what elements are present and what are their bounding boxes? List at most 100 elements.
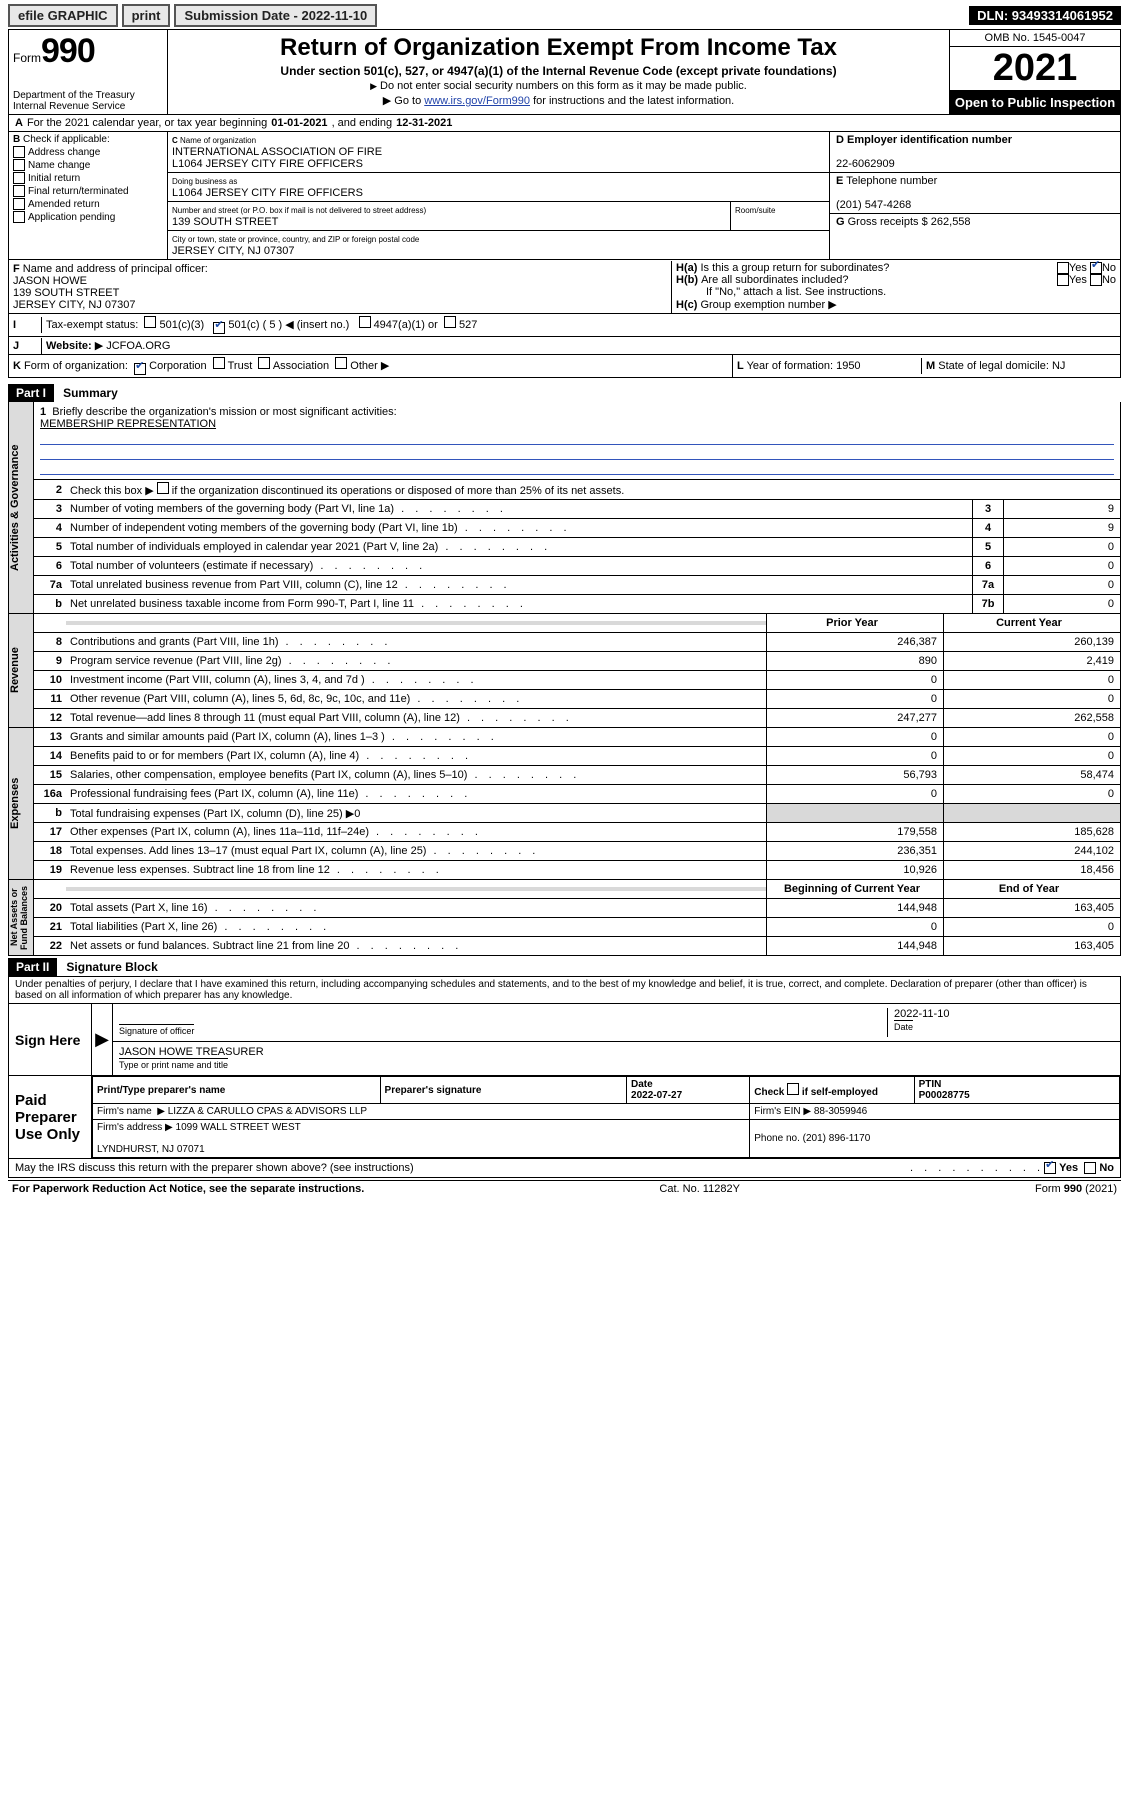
col-begin: Beginning of Current Year [766,880,943,898]
gov-line: 6Total number of volunteers (estimate if… [34,557,1120,576]
column-d: D Employer identification number 22-6062… [829,132,1120,259]
sign-body: ▶ Signature of officer 2022-11-10 Date [91,1004,1120,1075]
form-subtitle: Under section 501(c), 527, or 4947(a)(1)… [176,64,941,78]
data-line: 14Benefits paid to or for members (Part … [34,747,1120,766]
data-line: 17Other expenses (Part IX, column (A), l… [34,823,1120,842]
c-city-block: City or town, state or province, country… [168,231,829,259]
chk-501c3[interactable] [144,316,156,328]
sig-date-lbl: Date [894,1020,913,1032]
domicile: NJ [1052,360,1065,372]
col-end: End of Year [943,880,1120,898]
foot-left: For Paperwork Reduction Act Notice, see … [12,1183,364,1195]
declaration: Under penalties of perjury, I declare th… [8,976,1121,1004]
note2b: for instructions and the latest informat… [530,95,734,107]
part-ii-label: Part II [8,958,57,976]
dept: Department of the Treasury [13,90,163,101]
lbl-corp: Corporation [149,360,206,372]
h-block: H(a) Is this a group return for subordin… [672,260,1120,313]
chk-4947[interactable] [359,316,371,328]
firm-ein: 88-3059946 [814,1106,867,1117]
ty-end: 12-31-2021 [396,117,452,129]
print-button[interactable]: print [122,4,171,27]
chk-address[interactable] [13,146,25,158]
gov-line: 5Total number of individuals employed in… [34,538,1120,557]
tax-year: 2021 [950,47,1120,91]
paid-table: Print/Type preparer's name Preparer's si… [92,1076,1120,1158]
gross-lbl: Gross receipts $ [848,216,928,228]
discuss-no[interactable] [1084,1162,1096,1174]
officer-name: JASON HOWE TREASURER [119,1046,264,1058]
chk-final[interactable] [13,185,25,197]
ty-begin: 01-01-2021 [271,117,327,129]
dba: L1064 JERSEY CITY FIRE OFFICERS [172,187,363,199]
hb-no[interactable] [1090,274,1102,286]
governance-body: 1 Briefly describe the organization's mi… [34,402,1120,613]
l-lbl: Year of formation: [747,360,833,372]
part-i-header: Part I Summary [8,384,1121,402]
header-right: OMB No. 1545-0047 2021 Open to Public In… [949,30,1120,114]
f-city: JERSEY CITY, NJ 07307 [13,299,136,311]
lbl-501c5a: 501(c) ( 5 ) [228,319,282,331]
hc-text: Group exemption number [700,299,825,311]
data-line: 21Total liabilities (Part X, line 26) . … [34,918,1120,937]
d-gross-block: G Gross receipts $ 262,558 [830,214,1120,230]
b-title: Check if applicable: [23,134,110,145]
rule2 [40,445,1114,460]
row-a-letter: A [15,117,23,129]
d-ein-block: D Employer identification number 22-6062… [830,132,1120,173]
c-name-lbl: Name of organization [180,136,256,145]
arrow-icon: ▶ [92,1004,113,1075]
hb-yes-lbl: Yes [1069,274,1087,286]
gov-line: 3Number of voting members of the governi… [34,500,1120,519]
irs-link[interactable]: www.irs.gov/Form990 [424,95,530,107]
discuss-yes[interactable] [1044,1162,1056,1174]
section-governance: Activities & Governance 1 Briefly descri… [8,402,1121,614]
d-tel-block: E Telephone number (201) 547-4268 [830,173,1120,214]
chk-assoc[interactable] [258,357,270,369]
chk-initial[interactable] [13,172,25,184]
part-ii-sub: Signature Block [60,958,163,976]
col-current: Current Year [943,614,1120,632]
c-name-block: C Name of organization INTERNATIONAL ASS… [168,132,829,173]
data-line: 9Program service revenue (Part VIII, lin… [34,652,1120,671]
data-line: bTotal fundraising expenses (Part IX, co… [34,804,1120,823]
part-i-label: Part I [8,384,54,402]
note2a: Go to [394,95,424,107]
exp-rows: 13Grants and similar amounts paid (Part … [34,728,1120,879]
ha-text: Is this a group return for subordinates? [700,262,1056,274]
data-line: 15Salaries, other compensation, employee… [34,766,1120,785]
sig-officer-lbl: Signature of officer [119,1024,194,1036]
chk-name[interactable] [13,159,25,171]
lbl-amended: Amended return [28,199,100,210]
ha-no[interactable] [1090,262,1102,274]
hb-yes[interactable] [1057,274,1069,286]
chk-trust[interactable] [213,357,225,369]
chk-corp[interactable] [134,363,146,375]
chk-self[interactable] [787,1083,799,1095]
l1-value: MEMBERSHIP REPRESENTATION [40,418,216,430]
chk-other[interactable] [335,357,347,369]
rule1 [40,430,1114,445]
part-ii-header: Part II Signature Block [8,958,1121,976]
dots: . . . . . . . . . . [910,1162,1044,1174]
lbl-pending: Application pending [28,212,115,223]
chk-pending[interactable] [13,211,25,223]
col-prepname: Print/Type preparer's name [93,1077,381,1104]
net-rows: 20Total assets (Part X, line 16) . . . .… [34,899,1120,955]
ha-yes[interactable] [1057,262,1069,274]
section-expenses: Expenses 13Grants and similar amounts pa… [8,728,1121,880]
discuss-no-lbl: No [1099,1162,1114,1174]
f-street: 139 SOUTH STREET [13,287,119,299]
chk-501c[interactable] [213,322,225,334]
chk-527[interactable] [444,316,456,328]
dln-label: DLN: 93493314061952 [969,6,1121,25]
data-line: 19Revenue less expenses. Subtract line 1… [34,861,1120,879]
data-line: 13Grants and similar amounts paid (Part … [34,728,1120,747]
section-netassets: Net Assets orFund Balances Beginning of … [8,880,1121,956]
row-i: I Tax-exempt status: 501(c)(3) 501(c) ( … [9,314,1120,337]
lbl-527: 527 [459,319,477,331]
chk-discontinued[interactable] [157,482,169,494]
chk-amended[interactable] [13,198,25,210]
form-title: Return of Organization Exempt From Incom… [176,34,941,62]
netassets-body: Beginning of Current Year End of Year 20… [34,880,1120,955]
